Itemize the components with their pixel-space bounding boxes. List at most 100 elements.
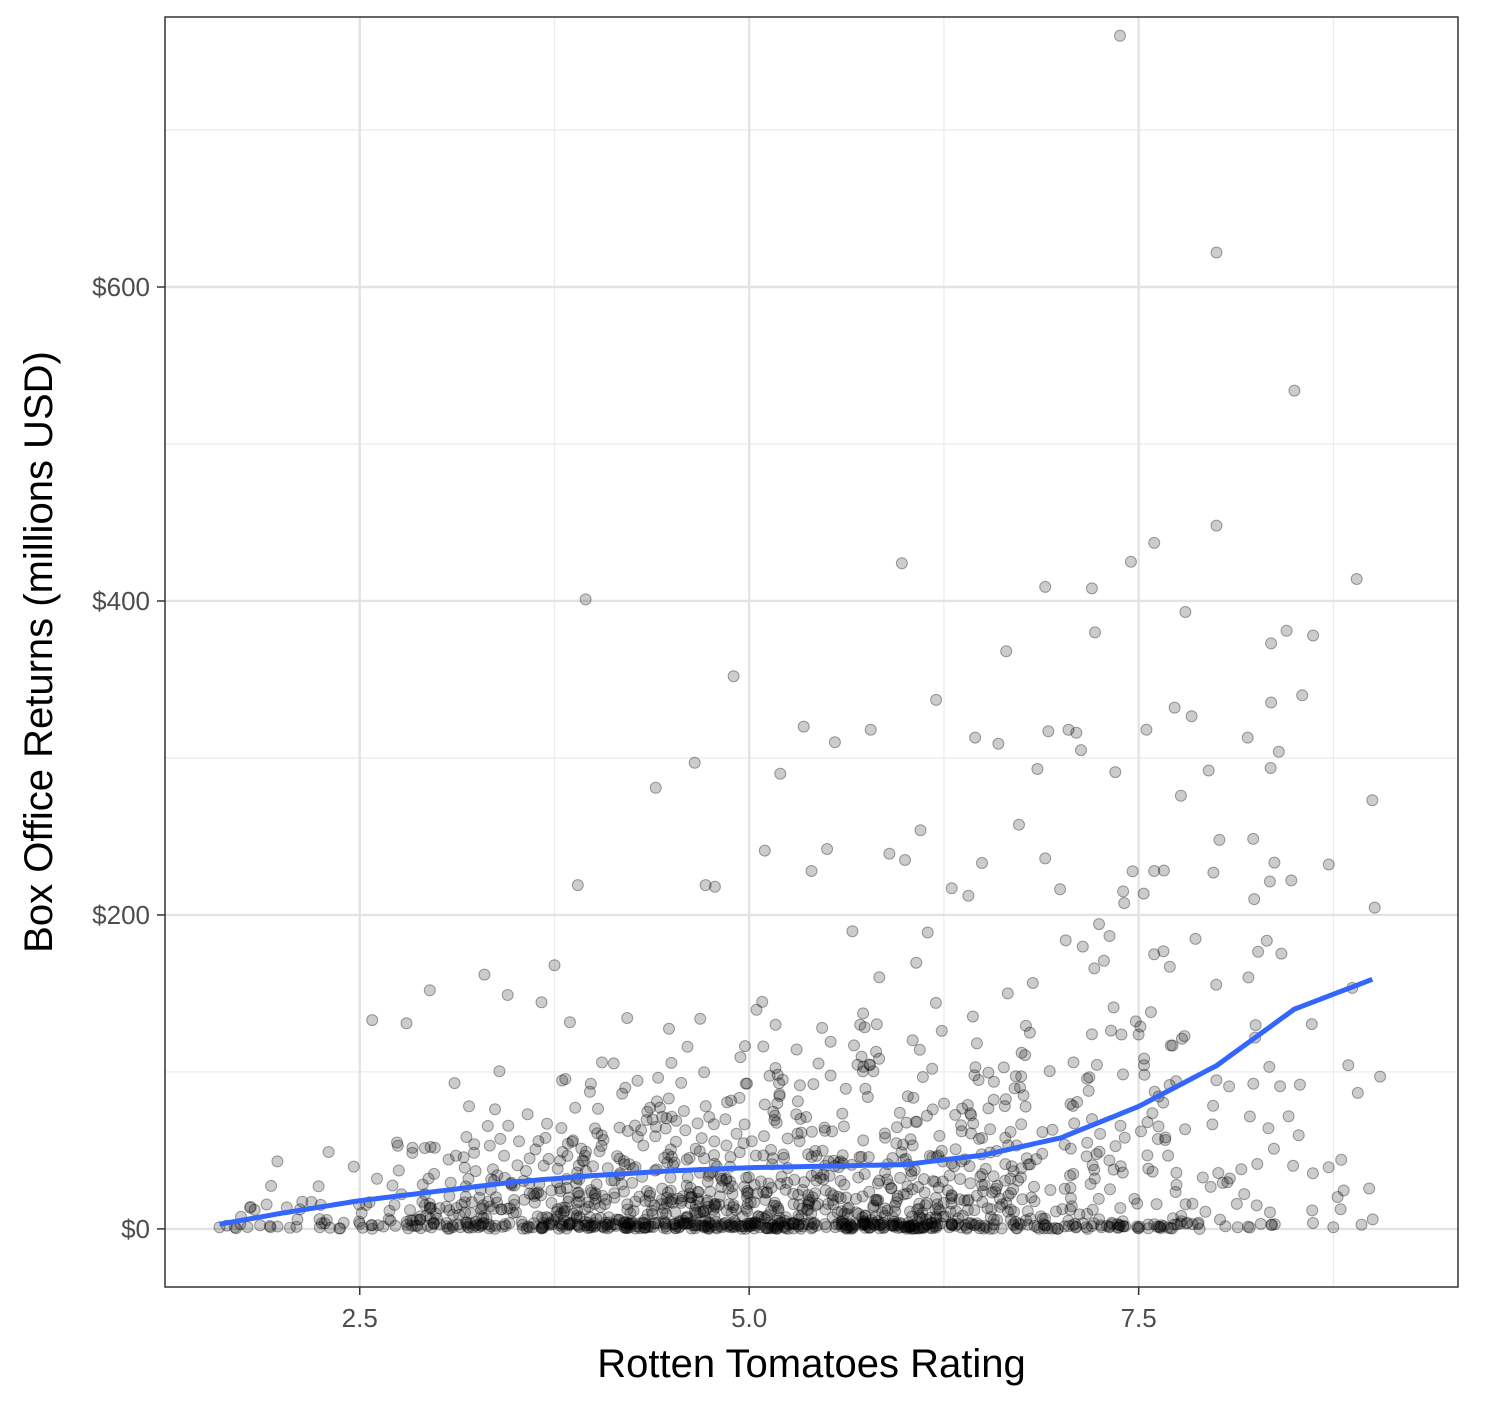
data-point <box>970 1189 983 1202</box>
data-point <box>450 1149 462 1162</box>
data-point <box>673 1220 686 1233</box>
data-point <box>961 1099 974 1111</box>
data-point <box>991 1214 1003 1226</box>
data-point <box>791 1127 804 1140</box>
data-point <box>796 1202 809 1215</box>
data-point <box>453 1209 466 1221</box>
data-point <box>556 1074 569 1087</box>
data-point <box>760 1186 773 1199</box>
data-point <box>930 693 943 706</box>
grid-lines <box>165 17 1458 1287</box>
data-point <box>624 1217 637 1229</box>
data-point <box>454 1221 467 1234</box>
data-point <box>677 1214 690 1227</box>
data-point <box>795 1209 808 1222</box>
data-point <box>469 1215 482 1228</box>
data-point <box>446 1221 459 1234</box>
data-point <box>499 1220 512 1232</box>
data-point <box>689 1142 702 1155</box>
data-point <box>422 1172 435 1185</box>
data-point <box>386 1179 399 1192</box>
data-point <box>891 1190 904 1202</box>
data-point <box>1154 1222 1167 1235</box>
data-point <box>406 1146 419 1159</box>
data-point <box>710 1222 723 1235</box>
data-point <box>1282 1110 1295 1123</box>
data-point <box>1306 1167 1319 1180</box>
data-point <box>689 1222 702 1235</box>
data-point <box>469 1219 482 1232</box>
data-point <box>916 1207 929 1219</box>
data-point <box>926 1062 939 1075</box>
data-point <box>911 1203 924 1216</box>
data-point <box>691 1192 704 1205</box>
data-point <box>856 1190 869 1203</box>
data-point <box>1305 1018 1318 1031</box>
data-point <box>652 1216 665 1229</box>
data-point <box>1021 1205 1034 1218</box>
data-point <box>1039 852 1052 865</box>
data-point <box>792 1188 805 1201</box>
data-point <box>873 1222 886 1235</box>
data-point <box>919 1220 932 1232</box>
data-point <box>404 1214 417 1227</box>
data-point <box>775 1216 788 1229</box>
data-point <box>563 1218 576 1231</box>
data-point <box>707 1118 720 1131</box>
data-point <box>807 1217 820 1230</box>
data-point <box>1113 1218 1126 1231</box>
data-point <box>623 1217 636 1230</box>
data-point <box>805 1207 818 1220</box>
data-point <box>675 1194 688 1207</box>
data-point <box>731 1219 744 1232</box>
data-point <box>958 1194 971 1207</box>
data-point <box>840 1191 853 1204</box>
data-point <box>987 1218 1000 1231</box>
data-point <box>677 1217 690 1230</box>
data-point <box>1067 1099 1079 1112</box>
data-point <box>663 1022 675 1035</box>
data-point <box>970 1037 983 1050</box>
data-point <box>931 1198 944 1211</box>
data-point <box>1067 1219 1079 1232</box>
data-point <box>739 1040 751 1053</box>
data-point <box>926 1103 939 1116</box>
data-point <box>1081 1222 1094 1235</box>
data-point <box>1157 1096 1170 1109</box>
data-point <box>1322 1161 1335 1174</box>
data-point <box>920 1213 933 1226</box>
data-point <box>618 1221 631 1234</box>
data-point <box>334 1222 347 1235</box>
data-point <box>1058 1220 1071 1233</box>
data-point <box>618 1219 631 1232</box>
data-point <box>562 1191 575 1204</box>
data-point <box>608 1187 621 1200</box>
data-point <box>943 1169 956 1182</box>
data-point <box>824 1035 837 1048</box>
data-point <box>906 1210 919 1223</box>
data-point <box>1062 723 1075 736</box>
data-point <box>540 1211 553 1223</box>
data-point <box>769 1018 782 1031</box>
data-point <box>658 1152 671 1164</box>
data-point <box>463 1100 475 1113</box>
data-point <box>882 1178 895 1191</box>
data-point <box>790 1043 803 1056</box>
data-point <box>1028 1219 1041 1232</box>
data-point <box>1010 1222 1023 1235</box>
data-point <box>388 1198 401 1211</box>
data-point <box>867 1199 880 1212</box>
data-point <box>810 1174 823 1187</box>
data-point <box>870 1045 883 1058</box>
data-point <box>751 1187 764 1200</box>
data-point <box>904 1219 916 1232</box>
data-point <box>677 1105 690 1117</box>
y-tick-label: $400 <box>92 586 150 616</box>
data-point <box>443 1222 456 1235</box>
data-point <box>1230 1197 1243 1210</box>
data-point <box>1268 1218 1281 1231</box>
data-point <box>1248 893 1261 906</box>
data-point <box>459 1206 471 1219</box>
data-point <box>554 1182 566 1195</box>
data-point <box>599 1216 612 1229</box>
